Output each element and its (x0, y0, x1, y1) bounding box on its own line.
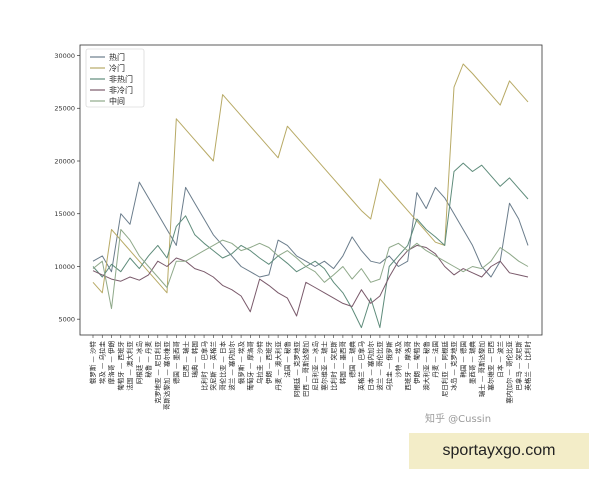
legend-label: 中间 (109, 96, 125, 106)
watermark-text: 知乎 @Cussin (425, 414, 492, 425)
x-axis-ticks: 俄罗斯 — 沙特 埃及 — 乌拉圭 摩洛哥 — 伊朗 葡萄牙 — 西班牙 法国 — 澳大… (88, 335, 532, 410)
y-tick-label: 10000 (54, 263, 75, 271)
x-tick-label: 西班牙 — 摩洛哥 (403, 341, 412, 391)
x-tick-label: 比利时 — 突尼斯 (329, 341, 338, 391)
x-tick-label: 乌拉圭 — 沙特 (255, 341, 264, 385)
x-tick-label: 韩国 — 墨西哥 (338, 341, 347, 385)
x-tick-label: 日本 — 塞内加尔 (366, 341, 375, 391)
x-tick-label: 丹麦 — 法国 (431, 341, 440, 378)
x-tick-label: 俄罗斯 — 沙特 (88, 341, 97, 385)
x-tick-label: 突尼斯 — 英格兰 (209, 341, 218, 391)
x-tick-label: 阿根廷 — 冰岛 (134, 341, 143, 384)
x-tick-label: 巴拿马 — 突尼斯 (514, 341, 523, 391)
x-tick-label: 比利时 — 巴拿马 (199, 341, 208, 391)
x-tick-label: 埃及 — 乌拉圭 (97, 341, 106, 385)
x-tick-label: 塞尔维亚 — 巴西 (486, 341, 495, 391)
site-banner: sportayxgo.com (409, 433, 589, 469)
x-tick-label: 哥斯达黎加 — 塞尔维亚 (162, 341, 171, 411)
x-tick-label: 塞尔维亚 — 瑞士 (320, 341, 329, 391)
legend-label: 非热门 (109, 74, 133, 84)
x-tick-label: 伊朗 — 葡萄牙 (412, 341, 421, 385)
x-tick-label: 墨西哥 — 瑞典 (468, 341, 477, 385)
y-tick-label: 20000 (54, 157, 75, 165)
series-line-1 (92, 63, 529, 294)
series-line-0 (92, 181, 529, 278)
x-tick-label: 英格兰 — 巴拿马 (357, 341, 366, 391)
x-tick-label: 瑞士 — 哥斯达黎加 (477, 341, 486, 397)
x-tick-label: 巴西 — 瑞士 (181, 341, 190, 378)
plot-frame (79, 44, 543, 336)
x-tick-label: 尼日利亚 — 阿根廷 (440, 341, 449, 398)
x-tick-label: 摩洛哥 — 伊朗 (107, 341, 116, 384)
x-tick-label: 德国 — 墨西哥 (171, 341, 180, 385)
x-tick-label: 哥伦比亚 — 日本 (218, 341, 227, 391)
x-tick-label: 法国 — 秘鲁 (283, 341, 292, 378)
legend-label: 非冷门 (109, 85, 133, 95)
y-tick-label: 5000 (58, 315, 75, 323)
x-tick-label: 日本 — 波兰 (495, 341, 504, 378)
y-tick-label: 15000 (54, 210, 75, 218)
x-tick-label: 波兰 — 哥伦比亚 (375, 341, 384, 391)
x-tick-label: 英格兰 — 比利时 (523, 341, 532, 391)
x-tick-label: 法国 — 澳大利亚 (125, 341, 134, 391)
site-label: sportayxgo.com (442, 442, 556, 459)
x-tick-label: 塞内加尔 — 哥伦比亚 (505, 341, 514, 404)
y-tick-label: 30000 (54, 52, 75, 60)
y-tick-label: 25000 (54, 105, 75, 113)
x-tick-label: 澳大利亚 — 秘鲁 (421, 341, 430, 391)
series-line-3 (92, 244, 529, 317)
x-tick-label: 乌拉圭 — 俄罗斯 (384, 341, 393, 391)
x-tick-label: 冰岛 — 克罗地亚 (449, 341, 458, 391)
series-line-4 (92, 229, 529, 310)
legend-label: 热门 (109, 52, 125, 62)
x-tick-label: 克罗地亚 — 尼日利亚 (153, 341, 162, 404)
x-tick-label: 瑞典 — 韩国 (190, 341, 199, 378)
legend-label: 冷门 (109, 63, 125, 73)
series-lines (92, 63, 529, 329)
y-axis-ticks: 5000 10000 15000 20000 25000 30000 (54, 52, 80, 323)
x-tick-label: 丹麦 — 澳大利亚 (273, 341, 282, 391)
x-tick-label: 葡萄牙 — 西班牙 (116, 341, 125, 391)
x-tick-label: 伊朗 — 西班牙 (264, 341, 273, 385)
x-tick-label: 俄罗斯 — 埃及 (236, 341, 245, 385)
x-tick-label: 沙特 — 埃及 (394, 341, 403, 378)
x-tick-label: 尼日利亚 — 冰岛 (310, 341, 319, 391)
x-tick-label: 韩国 — 德国 (458, 341, 467, 378)
x-tick-label: 葡萄牙 — 摩洛哥 (246, 341, 255, 391)
x-tick-label: 阿根廷 — 克罗地亚 (292, 341, 301, 398)
x-tick-label: 巴西 — 哥斯达黎加 (301, 341, 310, 397)
x-tick-label: 秘鲁 — 丹麦 (144, 341, 153, 378)
x-tick-label: 波兰 — 塞内加尔 (227, 341, 236, 391)
legend-box (85, 48, 145, 108)
x-tick-label: 德国 — 瑞典 (347, 341, 356, 378)
series-line-2 (92, 162, 529, 329)
